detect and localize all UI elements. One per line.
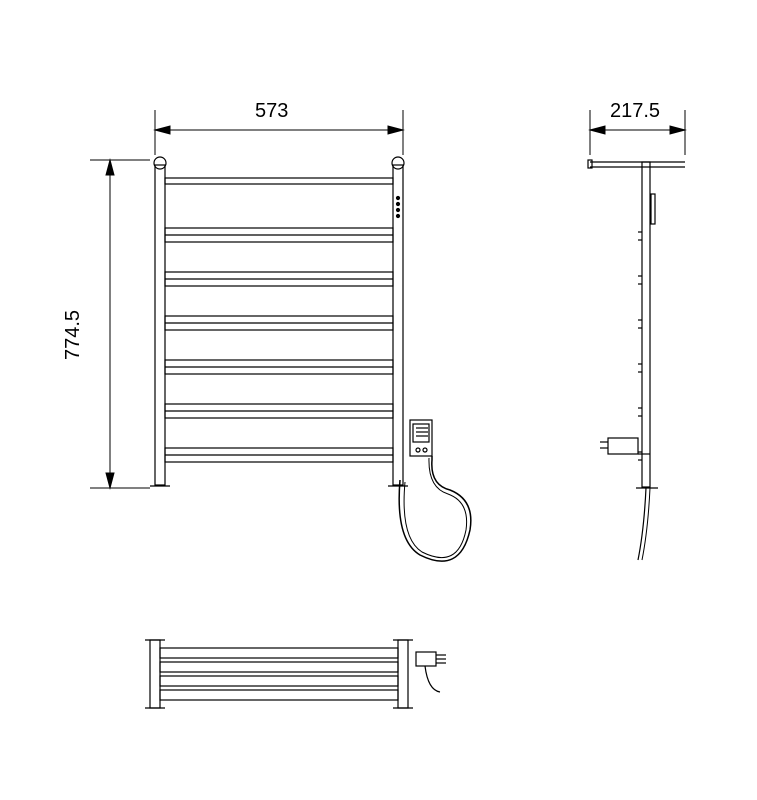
dimension-height-label: 774.5 [62,310,85,360]
cable-front [399,456,471,561]
side-view [588,160,685,560]
plug-block-front [410,420,432,456]
dimension-depth-label: 217.5 [610,100,660,123]
front-bars [165,228,393,462]
plug-block-top [416,652,446,692]
technical-drawing-container: 573 774.5 217.5 [0,0,757,800]
top-view [145,640,446,708]
dimension-height [90,160,150,488]
dimension-width-label: 573 [255,100,288,123]
front-view [150,157,471,561]
